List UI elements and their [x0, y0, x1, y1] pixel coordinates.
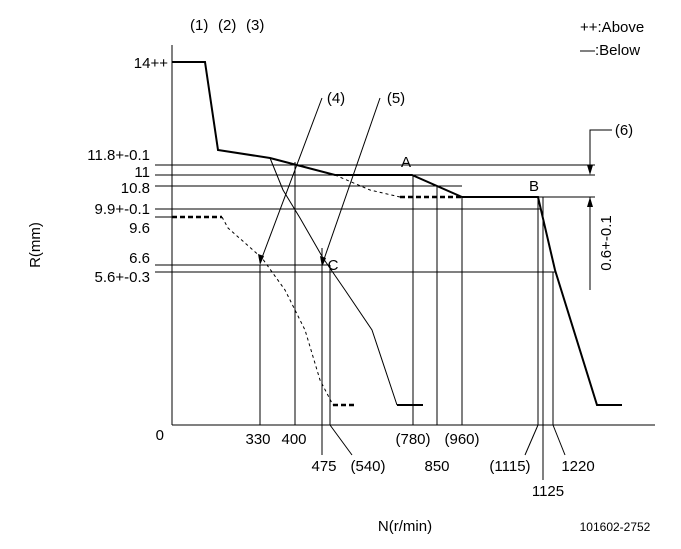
arrows [258, 97, 612, 267]
top-label: (2) [218, 17, 236, 34]
top-label: (1) [190, 17, 208, 34]
x-label: 1125 [532, 483, 564, 500]
x-title: N(r/min) [378, 518, 432, 535]
callout: (5) [387, 90, 405, 107]
y-title: R(mm) [27, 222, 44, 268]
labels: (1) (2) (3) ++:Above —:Below 14++ 11.8+-… [27, 17, 651, 535]
code: 101602-2752 [580, 520, 651, 534]
top-label: (3) [246, 17, 264, 34]
y-label: 6.6 [129, 250, 150, 267]
callout: (4) [327, 90, 345, 107]
reference-lines [155, 162, 595, 480]
x-label: 1220 [561, 458, 594, 475]
y-label: 10.8 [121, 180, 150, 197]
x-label: 850 [424, 458, 449, 475]
y-label: 11 [134, 164, 150, 181]
y-label: 11.8+-0.1 [87, 147, 150, 164]
x-label: 330 [245, 431, 270, 448]
x-label: (1115) [489, 458, 530, 475]
curves [172, 61, 622, 407]
x-label: (780) [395, 431, 430, 448]
point-label: B [529, 178, 539, 195]
legend-above: ++:Above [580, 19, 644, 36]
y-label: 5.6+-0.3 [95, 269, 150, 286]
gap-label: 0.6+-0.1 [598, 215, 615, 270]
x-label: 475 [311, 458, 336, 475]
y-label: 9.6 [129, 220, 150, 237]
callout: (6) [615, 122, 633, 139]
point-label: C [328, 257, 339, 274]
y-label: 14++ [134, 55, 168, 72]
y-label: 0 [156, 427, 164, 444]
x-label: 400 [281, 431, 306, 448]
x-label: (540) [350, 458, 385, 475]
x-label: (960) [444, 431, 479, 448]
legend-below: —:Below [580, 42, 640, 59]
point-label: A [401, 154, 411, 171]
y-label: 9.9+-0.1 [95, 201, 150, 218]
